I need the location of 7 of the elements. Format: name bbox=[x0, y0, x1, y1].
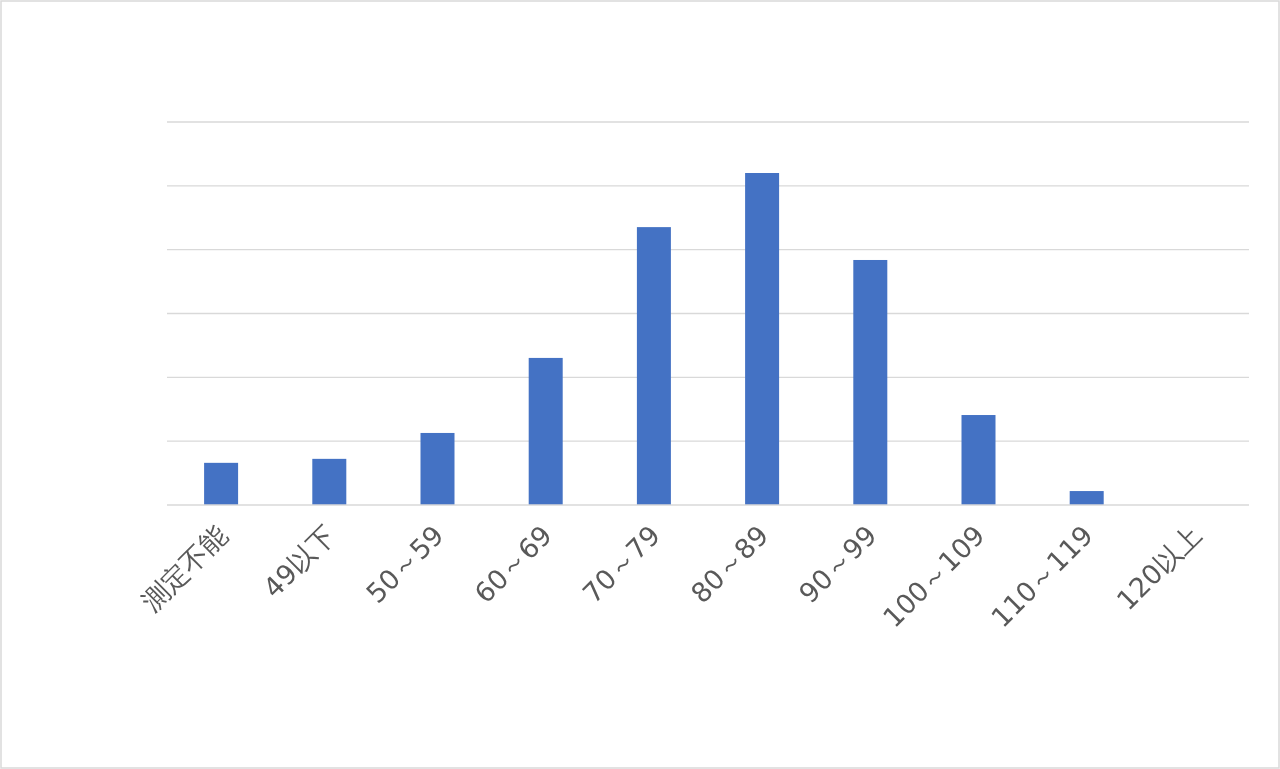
x-tick-label: 80～89 bbox=[684, 519, 775, 609]
x-tick-label: 50～59 bbox=[360, 519, 450, 609]
x-tick-label: 70～79 bbox=[576, 519, 667, 609]
x-tick-label: 120以上 bbox=[1110, 519, 1208, 616]
x-tick-label: 測定不能 bbox=[135, 519, 234, 618]
x-tick-label: 49以下 bbox=[257, 519, 342, 604]
x-tick-label: 60～69 bbox=[468, 519, 558, 609]
